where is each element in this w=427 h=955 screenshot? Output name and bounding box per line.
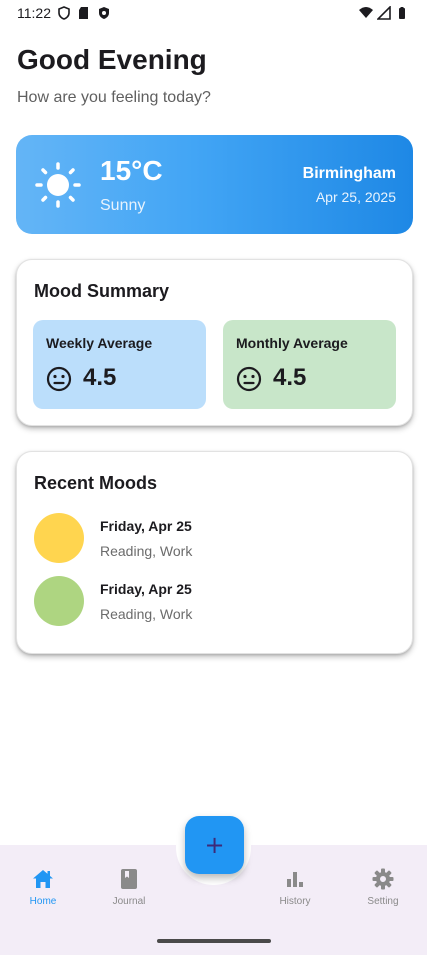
monthly-average-label: Monthly Average bbox=[236, 335, 348, 351]
recent-moods-card: Recent Moods Friday, Apr 25 Reading, Wor… bbox=[16, 451, 413, 654]
home-icon bbox=[32, 868, 54, 890]
battery-icon bbox=[395, 6, 409, 20]
nav-item-setting[interactable]: Setting bbox=[348, 868, 418, 912]
mood-color-dot bbox=[34, 576, 84, 626]
weekly-average-label: Weekly Average bbox=[46, 335, 153, 351]
status-left: 11:22 bbox=[17, 5, 111, 21]
add-mood-button[interactable]: + bbox=[185, 816, 244, 874]
greeting-subtitle: How are you feeling today? bbox=[17, 89, 211, 106]
nav-item-journal[interactable]: Journal bbox=[94, 868, 164, 912]
weather-date: Apr 25, 2025 bbox=[315, 189, 396, 205]
sun-icon bbox=[34, 161, 82, 209]
status-bar: 11:22 bbox=[0, 0, 427, 26]
weekly-average-tile[interactable]: Weekly Average 4.5 bbox=[33, 320, 206, 409]
nav-label-setting: Setting bbox=[367, 896, 399, 907]
mood-activities: Reading, Work bbox=[100, 606, 193, 622]
journal-icon bbox=[118, 868, 140, 890]
mood-color-dot bbox=[34, 513, 84, 563]
sd-card-icon bbox=[77, 6, 91, 20]
mood-date: Friday, Apr 25 bbox=[100, 518, 192, 534]
weather-city: Birmingham bbox=[302, 165, 396, 182]
recent-moods-title: Recent Moods bbox=[34, 473, 158, 493]
mood-activities: Reading, Work bbox=[100, 543, 193, 559]
nav-item-home[interactable]: Home bbox=[8, 868, 78, 912]
nav-label-home: Home bbox=[29, 896, 57, 907]
signal-icon bbox=[377, 6, 391, 20]
monthly-average-tile[interactable]: Monthly Average 4.5 bbox=[223, 320, 396, 409]
mood-summary-title: Mood Summary bbox=[34, 281, 170, 301]
weather-temperature: 15°C bbox=[100, 155, 163, 186]
status-right bbox=[359, 6, 409, 20]
monthly-average-value: 4.5 bbox=[273, 364, 307, 391]
plus-icon: + bbox=[204, 831, 225, 859]
list-item[interactable]: Friday, Apr 25 Reading, Work bbox=[34, 576, 394, 628]
nav-label-history: History bbox=[279, 896, 311, 907]
weather-condition: Sunny bbox=[100, 197, 146, 214]
weekly-average-value: 4.5 bbox=[83, 364, 117, 391]
weather-card[interactable]: 15°C Sunny Birmingham Apr 25, 2025 bbox=[16, 135, 413, 234]
shield-icon bbox=[57, 6, 71, 20]
nav-label-journal: Journal bbox=[112, 896, 146, 907]
gear-icon bbox=[372, 868, 394, 890]
neutral-face-icon bbox=[236, 366, 262, 392]
greeting-title: Good Evening bbox=[17, 44, 207, 75]
mood-date: Friday, Apr 25 bbox=[100, 581, 192, 597]
status-time: 11:22 bbox=[17, 5, 51, 21]
nav-item-history[interactable]: History bbox=[260, 868, 330, 912]
mood-summary-card: Mood Summary Weekly Average 4.5 Monthly … bbox=[16, 259, 413, 426]
bar-chart-icon bbox=[284, 868, 306, 890]
neutral-face-icon bbox=[46, 366, 72, 392]
wifi-icon bbox=[359, 6, 373, 20]
home-indicator[interactable] bbox=[157, 939, 271, 943]
shield-badge-icon bbox=[97, 6, 111, 20]
list-item[interactable]: Friday, Apr 25 Reading, Work bbox=[34, 513, 394, 565]
